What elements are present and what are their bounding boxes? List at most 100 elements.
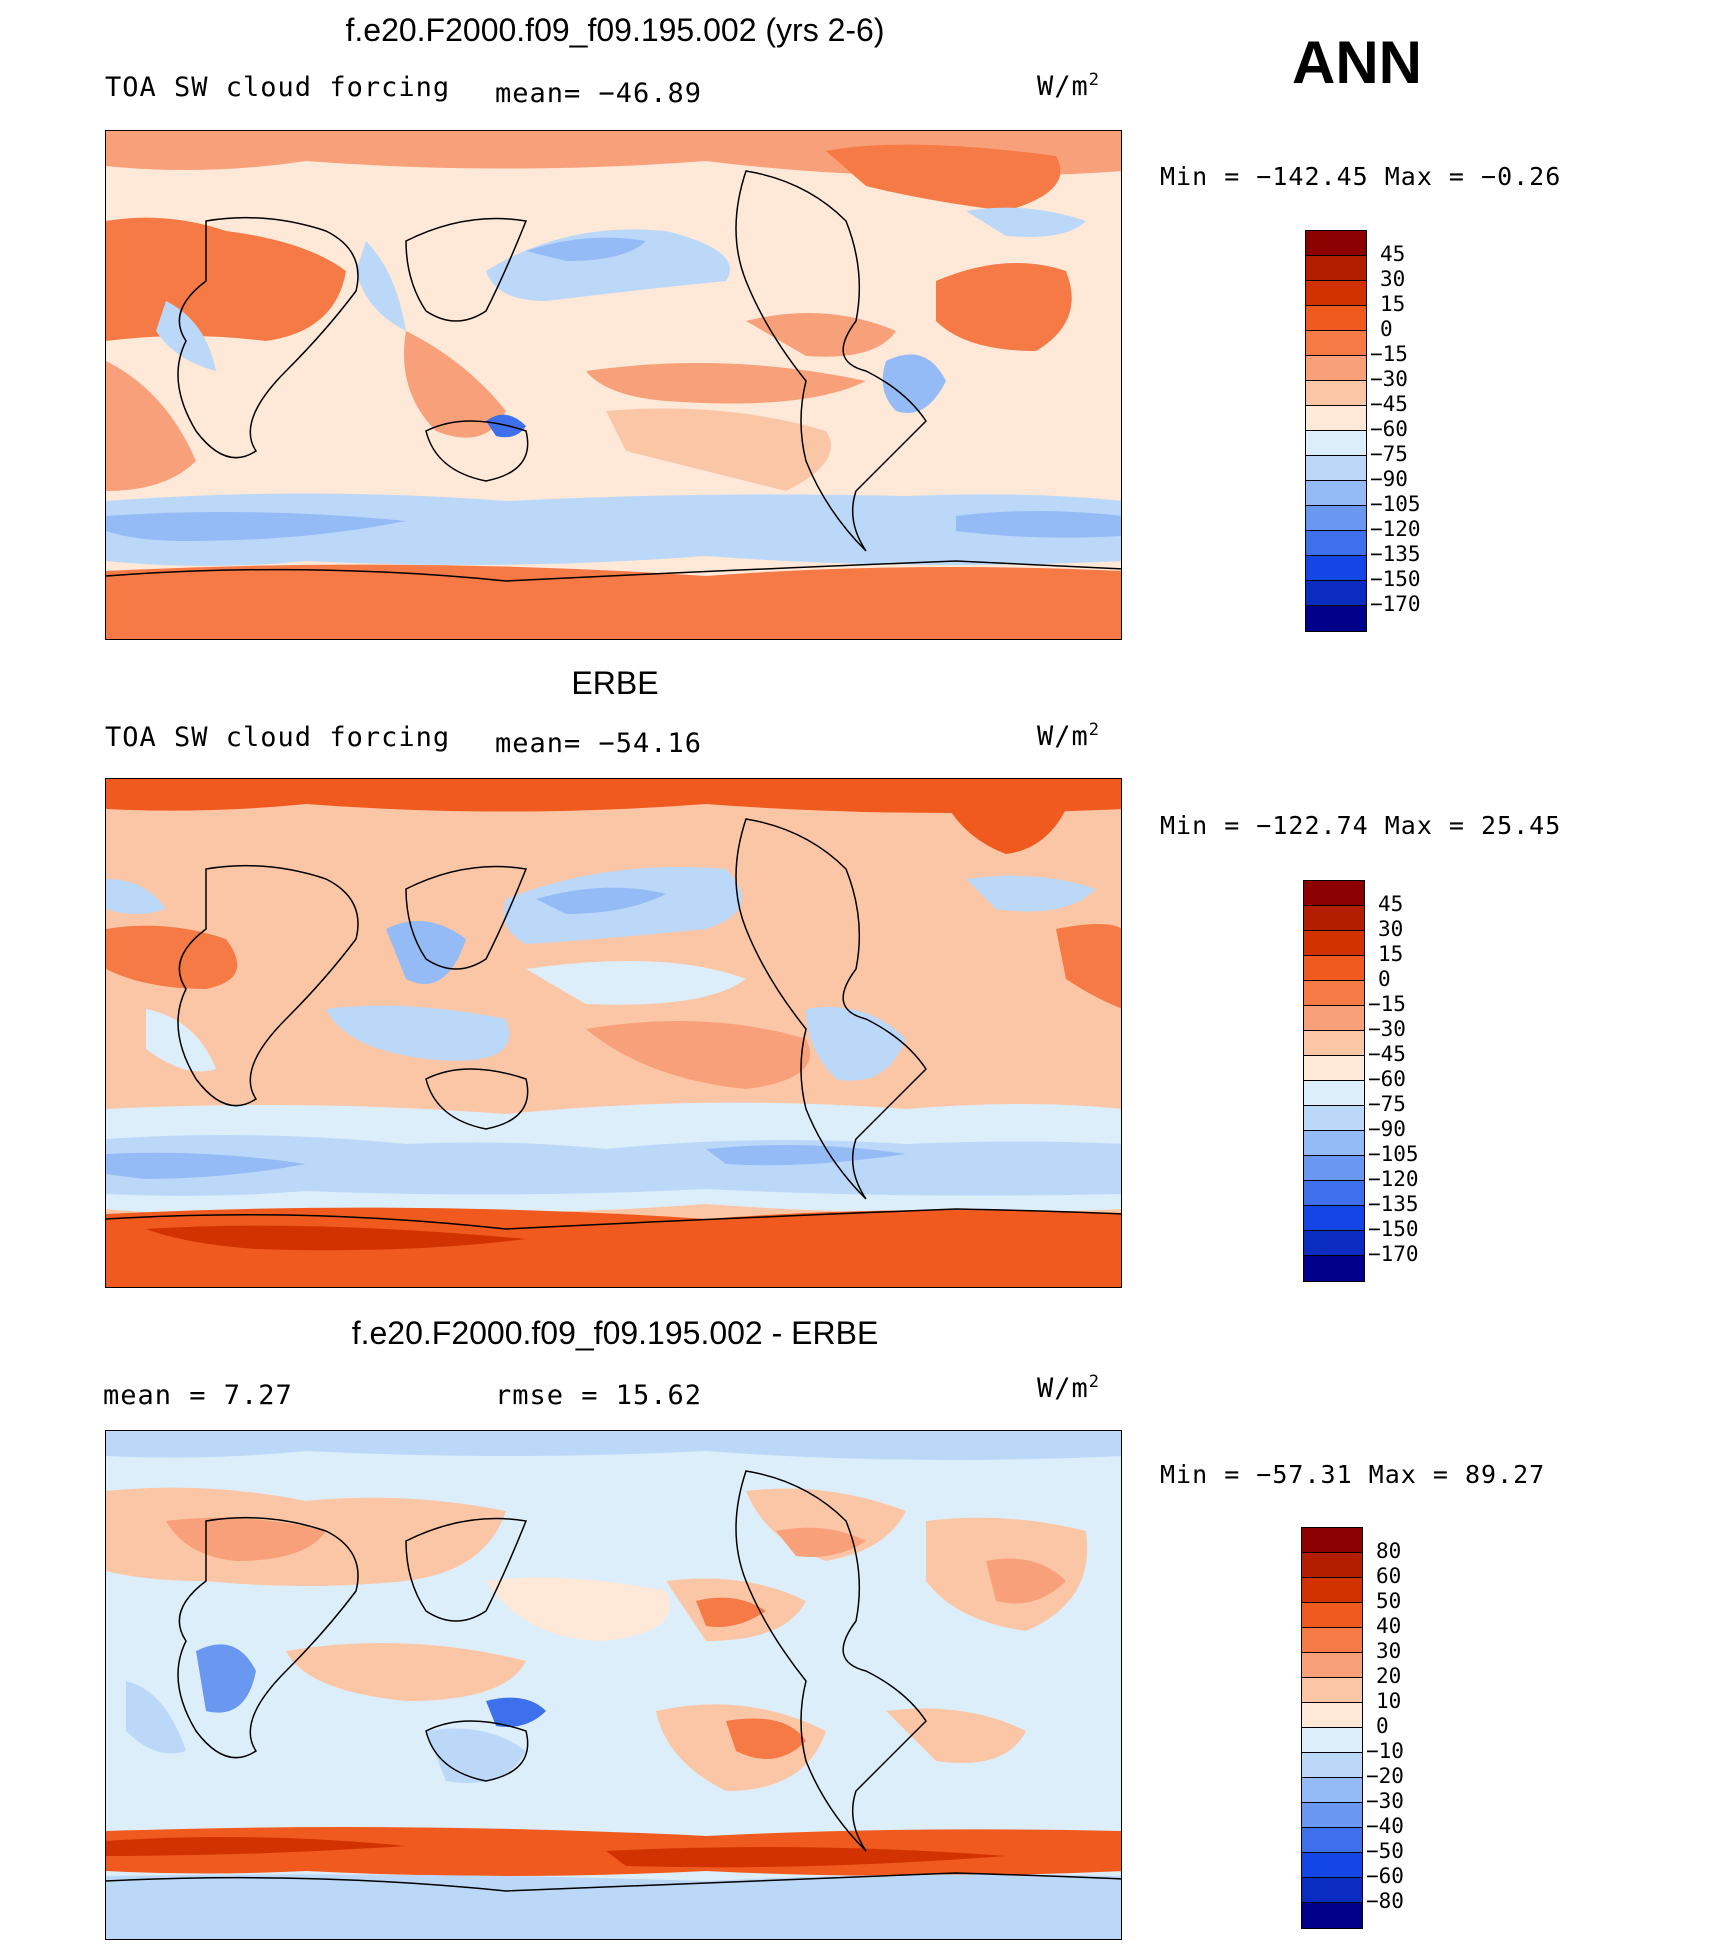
colorbar-swatch (1302, 1578, 1362, 1603)
colorbar-swatch (1306, 306, 1366, 331)
panel1-mean-label: mean= −46.89 (495, 78, 703, 109)
colorbar-tick-label: −10 (1366, 1739, 1404, 1763)
colorbar-swatch (1306, 281, 1366, 306)
colorbar-swatch (1306, 256, 1366, 281)
colorbar-swatch (1304, 1206, 1364, 1231)
colorbar-swatch (1306, 581, 1366, 606)
colorbar-swatch (1304, 906, 1364, 931)
panel1-min-max: Min = −142.45 Max = −0.26 (1160, 162, 1562, 191)
colorbar-swatch (1302, 1603, 1362, 1628)
colorbar-swatch (1304, 1006, 1364, 1031)
colorbar-swatch (1302, 1878, 1362, 1903)
colorbar-tick-label: 60 (1376, 1564, 1402, 1588)
colorbar-tick-label: −90 (1370, 467, 1408, 491)
colorbar-tick-label: 15 (1380, 292, 1406, 316)
colorbar-swatch (1306, 431, 1366, 456)
colorbar-tick-label: −15 (1368, 992, 1406, 1016)
colorbar-tick-label: 30 (1378, 917, 1404, 941)
colorbar-tick-label: −135 (1368, 1192, 1419, 1216)
colorbar-tick-label: 45 (1378, 892, 1404, 916)
colorbar-swatch (1304, 1231, 1364, 1256)
colorbar-tick-label: −30 (1366, 1789, 1404, 1813)
panel3-units: W/m2 (1037, 1372, 1101, 1404)
colorbar-tick-label: 50 (1376, 1589, 1402, 1613)
colorbar-tick-label: 30 (1376, 1639, 1402, 1663)
colorbar-swatch (1302, 1728, 1362, 1753)
colorbar-tick-label: −120 (1370, 517, 1421, 541)
colorbar-tick-label: −170 (1368, 1242, 1419, 1266)
colorbar-swatch (1306, 531, 1366, 556)
colorbar-swatch (1306, 231, 1366, 256)
colorbar-swatch (1306, 506, 1366, 531)
colorbar-tick-label: −40 (1366, 1814, 1404, 1838)
colorbar-swatch (1304, 981, 1364, 1006)
colorbar-swatch (1306, 481, 1366, 506)
colorbar-tick-label: −60 (1366, 1864, 1404, 1888)
colorbar-tick-label: −60 (1368, 1067, 1406, 1091)
colorbar-swatch (1306, 331, 1366, 356)
colorbar-swatch (1302, 1778, 1362, 1803)
season-label: ANN (1292, 29, 1422, 96)
colorbar-tick-label: 80 (1376, 1539, 1402, 1563)
panel2-variable-label: TOA SW cloud forcing (105, 722, 451, 753)
panel3-colorbar (1301, 1527, 1363, 1929)
colorbar-swatch (1304, 1181, 1364, 1206)
colorbar-swatch (1302, 1528, 1362, 1553)
colorbar-swatch (1302, 1628, 1362, 1653)
colorbar-tick-label: −50 (1366, 1839, 1404, 1863)
colorbar-swatch (1304, 956, 1364, 981)
colorbar-tick-label: −120 (1368, 1167, 1419, 1191)
colorbar-swatch (1304, 1131, 1364, 1156)
colorbar-swatch (1304, 1156, 1364, 1181)
colorbar-swatch (1302, 1803, 1362, 1828)
colorbar-swatch (1304, 931, 1364, 956)
panel1-colorbar (1305, 230, 1367, 632)
panel2-title: ERBE (571, 665, 659, 701)
colorbar-swatch (1304, 1106, 1364, 1131)
colorbar-swatch (1302, 1653, 1362, 1678)
colorbar-tick-label: −45 (1368, 1042, 1406, 1066)
colorbar-swatch (1302, 1828, 1362, 1853)
panel1-map (105, 130, 1122, 640)
colorbar-tick-label: −15 (1370, 342, 1408, 366)
panel3-map (105, 1430, 1122, 1940)
colorbar-tick-label: −45 (1370, 392, 1408, 416)
colorbar-tick-label: −30 (1368, 1017, 1406, 1041)
panel1-units: W/m2 (1037, 70, 1101, 102)
colorbar-swatch (1306, 381, 1366, 406)
colorbar-tick-label: −170 (1370, 592, 1421, 616)
colorbar-tick-label: −20 (1366, 1764, 1404, 1788)
colorbar-tick-label: −150 (1368, 1217, 1419, 1241)
panel2-min-max: Min = −122.74 Max = 25.45 (1160, 811, 1562, 840)
colorbar-swatch (1302, 1903, 1362, 1928)
colorbar-swatch (1302, 1678, 1362, 1703)
colorbar-swatch (1306, 356, 1366, 381)
colorbar-swatch (1304, 1081, 1364, 1106)
colorbar-swatch (1302, 1853, 1362, 1878)
panel2-colorbar (1303, 880, 1365, 1282)
colorbar-swatch (1302, 1753, 1362, 1778)
colorbar-tick-label: 15 (1378, 942, 1404, 966)
colorbar-tick-label: 0 (1380, 317, 1393, 341)
panel2-mean-label: mean= −54.16 (495, 728, 703, 759)
colorbar-tick-label: 30 (1380, 267, 1406, 291)
panel1-variable-label: TOA SW cloud forcing (105, 72, 451, 103)
colorbar-tick-label: −80 (1366, 1889, 1404, 1913)
colorbar-swatch (1306, 556, 1366, 581)
colorbar-tick-label: 40 (1376, 1614, 1402, 1638)
colorbar-tick-label: −30 (1370, 367, 1408, 391)
colorbar-swatch (1304, 1256, 1364, 1281)
colorbar-tick-label: 20 (1376, 1664, 1402, 1688)
colorbar-tick-label: −75 (1370, 442, 1408, 466)
panel3-title: f.e20.F2000.f09_f09.195.002 - ERBE (351, 1315, 879, 1351)
panel2-map (105, 778, 1122, 1288)
colorbar-swatch (1304, 1031, 1364, 1056)
colorbar-tick-label: 0 (1378, 967, 1391, 991)
panel3-mean-label: mean = 7.27 (103, 1380, 293, 1411)
colorbar-swatch (1306, 406, 1366, 431)
colorbar-tick-label: −90 (1368, 1117, 1406, 1141)
colorbar-tick-label: −60 (1370, 417, 1408, 441)
colorbar-tick-label: −75 (1368, 1092, 1406, 1116)
colorbar-tick-label: 10 (1376, 1689, 1402, 1713)
colorbar-swatch (1306, 456, 1366, 481)
